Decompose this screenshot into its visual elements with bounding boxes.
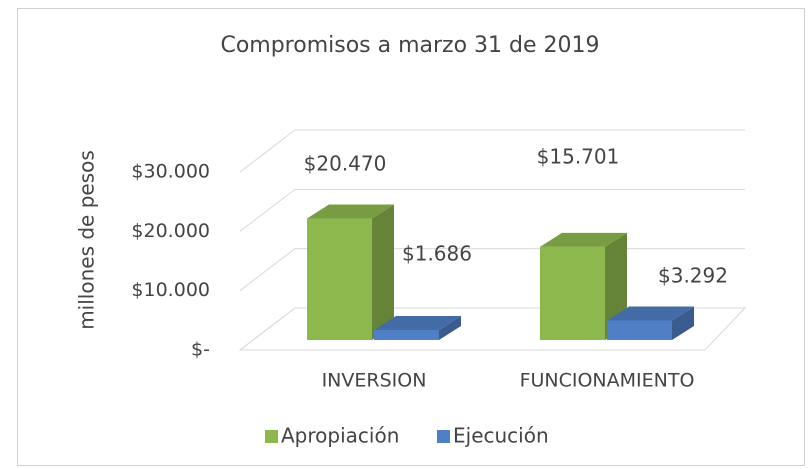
bar-top xyxy=(540,232,627,247)
bar xyxy=(607,320,672,340)
y-axis-title: millones de pesos xyxy=(75,150,99,330)
legend-label: Ejecución xyxy=(453,424,549,448)
bar-top xyxy=(607,306,694,321)
floor xyxy=(238,307,747,351)
x-tick-label: INVERSION xyxy=(322,370,427,392)
chart-title: Compromisos a marzo 31 de 2019 xyxy=(220,33,599,58)
bar-top xyxy=(307,204,394,219)
y-tick-label: $- xyxy=(191,339,210,361)
grid-line xyxy=(239,129,745,173)
x-tick-label: FUNCIONAMIENTO xyxy=(520,370,695,392)
bar-side xyxy=(439,315,461,340)
bar xyxy=(374,329,439,340)
data-label: $15.701 xyxy=(537,145,620,169)
data-label: $3.292 xyxy=(658,264,728,288)
data-label: $1.686 xyxy=(402,242,472,266)
y-tick-label: $30.000 xyxy=(131,161,210,183)
legend-swatch xyxy=(265,430,278,443)
data-label: $20.470 xyxy=(304,152,387,176)
bar-side xyxy=(672,306,694,340)
bar xyxy=(540,246,605,340)
y-tick-label: $20.000 xyxy=(131,220,210,242)
legend-label: Apropiación xyxy=(281,424,399,448)
chart-border xyxy=(17,8,805,466)
grid-line xyxy=(239,188,745,232)
bar-side xyxy=(372,204,394,340)
bar xyxy=(307,218,372,340)
legend-swatch xyxy=(437,430,450,443)
bar-top xyxy=(374,315,461,330)
y-tick-label: $10.000 xyxy=(131,279,210,301)
